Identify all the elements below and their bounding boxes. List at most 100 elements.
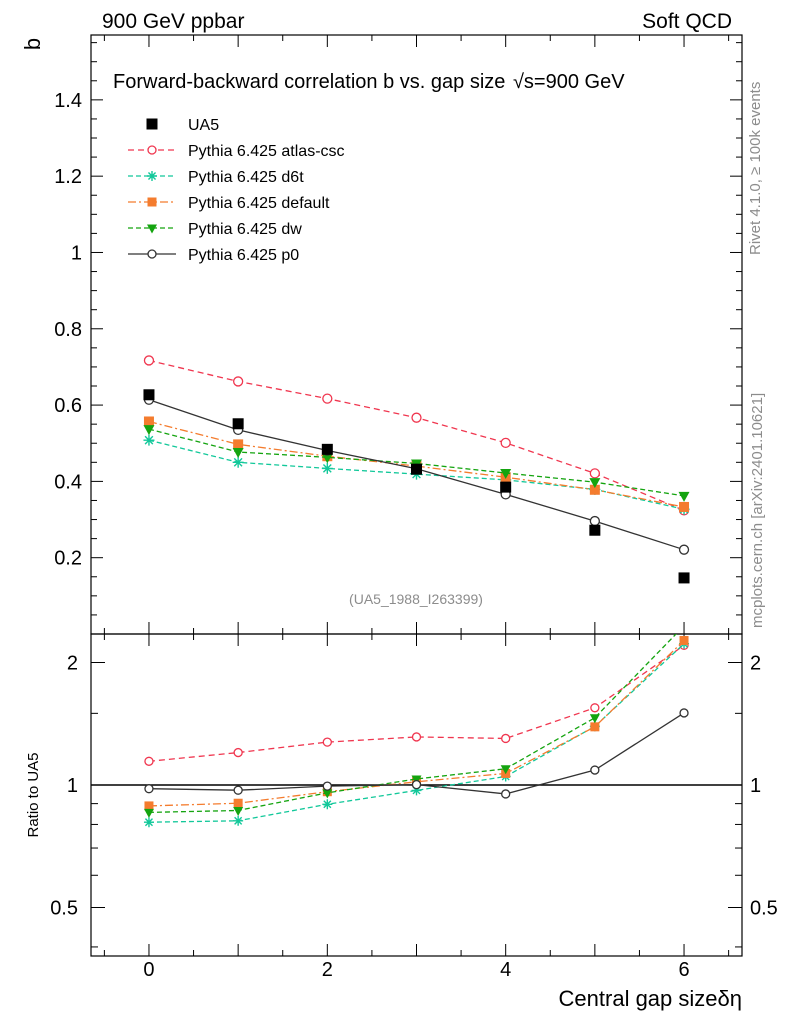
legend-marker: [147, 197, 157, 207]
legend-marker: [147, 224, 157, 234]
ratio-point: [590, 765, 600, 775]
series-point: [232, 376, 244, 387]
series-pythia-6-425-d6t: [143, 434, 690, 515]
x-tick-label: 0: [143, 959, 154, 981]
x-tick-label: 6: [678, 959, 689, 981]
legend-marker: [147, 249, 157, 259]
legend: UA5 Pythia 6.425 atlas-csc Pythia 6.425 d6…: [128, 117, 345, 264]
header-left: 900 GeV ppbar: [102, 10, 244, 33]
legend-label: Pythia 6.425 d6t: [188, 169, 304, 186]
series-point: [589, 478, 601, 489]
plot-title-energy: √s=900 GeV: [513, 71, 625, 93]
series-point: [322, 393, 333, 404]
y-tick-label: 0.6: [54, 395, 82, 417]
ratio-tick-label-right: 0.5: [750, 897, 778, 919]
ratio-point: [590, 703, 600, 713]
series-pythia-6-425-dw: [143, 425, 690, 502]
ratio-tick-label-left: 0.5: [50, 897, 78, 919]
axis-ticks: 0 2 4 6 0.2 0.4 0.6 0.8 1 1.2 1.4 0 0.5 0.5 1 1 2 2: [50, 35, 778, 981]
data-point: [143, 389, 155, 401]
series-point: [589, 515, 601, 527]
series-point: [233, 439, 244, 450]
legend-label: Pythia 6.425 atlas-csc: [188, 143, 345, 160]
ratio-point: [322, 799, 333, 810]
ratio-point: [411, 785, 422, 796]
series-point: [678, 544, 690, 555]
legend-label: Pythia 6.425 default: [188, 195, 330, 212]
series-point: [143, 434, 155, 446]
main-series: [143, 355, 690, 584]
series-line: [148, 359, 685, 511]
data-point: [500, 481, 512, 493]
y-tick-label-zero: 0: [71, 624, 82, 646]
ratio-point: [411, 779, 422, 790]
y-tick-label: 1.2: [54, 166, 82, 188]
data-point: [411, 463, 422, 475]
ratio-point: [233, 798, 243, 808]
series-point: [500, 437, 511, 449]
y-tick-label: 0.2: [54, 548, 82, 570]
ratio-tick-label-right: 1: [750, 775, 761, 797]
y-tick-label: 1: [71, 242, 82, 264]
legend-marker-ua5: [146, 118, 158, 130]
ratio-point: [233, 747, 243, 758]
series-point: [589, 468, 601, 479]
series-point: [321, 462, 333, 474]
legend-label: Pythia 6.425 dw: [188, 221, 302, 238]
series-point: [143, 355, 155, 366]
ratio-line: [148, 644, 685, 762]
ratio-point: [322, 737, 332, 747]
plot-title-text: Forward-backward correlation b vs. gap s…: [113, 71, 505, 93]
ratio-point: [144, 801, 154, 811]
data-point: [321, 443, 333, 455]
series-point: [500, 468, 512, 479]
ratio-pythia-6-425-p0: [144, 708, 689, 799]
x-axis-label: Central gap sizeδη: [559, 986, 742, 1011]
ratio-point: [233, 815, 244, 826]
series-point: [679, 501, 690, 512]
legend-label: Pythia 6.425 p0: [188, 247, 299, 264]
legend-marker: [147, 145, 157, 155]
plot-title: Forward-backward correlation b vs. gap s…: [113, 71, 625, 93]
y-tick-label: 1.4: [54, 90, 82, 112]
ratio-point: [500, 765, 511, 775]
ratio-point: [143, 808, 154, 818]
series-point: [232, 456, 244, 468]
ratio-series: [91, 634, 742, 828]
ratio-point: [501, 733, 511, 744]
x-tick-label: 2: [322, 959, 333, 981]
series-point: [143, 416, 154, 427]
series-point: [321, 453, 333, 464]
ratio-tick-label-right: 2: [750, 653, 761, 675]
header-right: Soft QCD: [642, 10, 732, 33]
data-point: [232, 418, 244, 430]
ratio-tick-label-left: 1: [67, 775, 78, 797]
analysis-watermark: (UA5_1988_I263399): [349, 591, 483, 607]
ratio-tick-label-left: 2: [67, 653, 78, 675]
ratio-point: [322, 789, 333, 799]
series-pythia-6-425-atlas-csc: [143, 355, 690, 516]
ratio-point: [411, 732, 422, 742]
series-point: [143, 425, 155, 436]
ratio-point: [144, 784, 154, 794]
source-label: mcplots.cern.ch [arXiv:2401.10621]: [749, 393, 766, 628]
ratio-point: [233, 785, 243, 795]
ratio-axis-label: Ratio to UA5: [25, 752, 42, 837]
series-point: [411, 412, 422, 423]
x-tick-label: 4: [500, 959, 511, 981]
data-point: [678, 572, 690, 584]
ratio-point: [143, 817, 154, 828]
ratio-point: [322, 781, 332, 791]
rivet-label: Rivet 4.1.0, ≥ 100k events: [747, 82, 764, 255]
ratio-point: [679, 708, 689, 718]
y-tick-label: 0.4: [54, 471, 82, 493]
ratio-point: [589, 714, 600, 724]
data-point: [589, 524, 601, 536]
ratio-pythia-6-425-atlas-csc: [144, 640, 689, 766]
ratio-point: [501, 789, 511, 799]
ratio-point: [679, 635, 689, 645]
ratio-point: [590, 722, 600, 732]
ratio-point: [233, 806, 244, 816]
legend-label-ua5: UA5: [188, 117, 219, 134]
